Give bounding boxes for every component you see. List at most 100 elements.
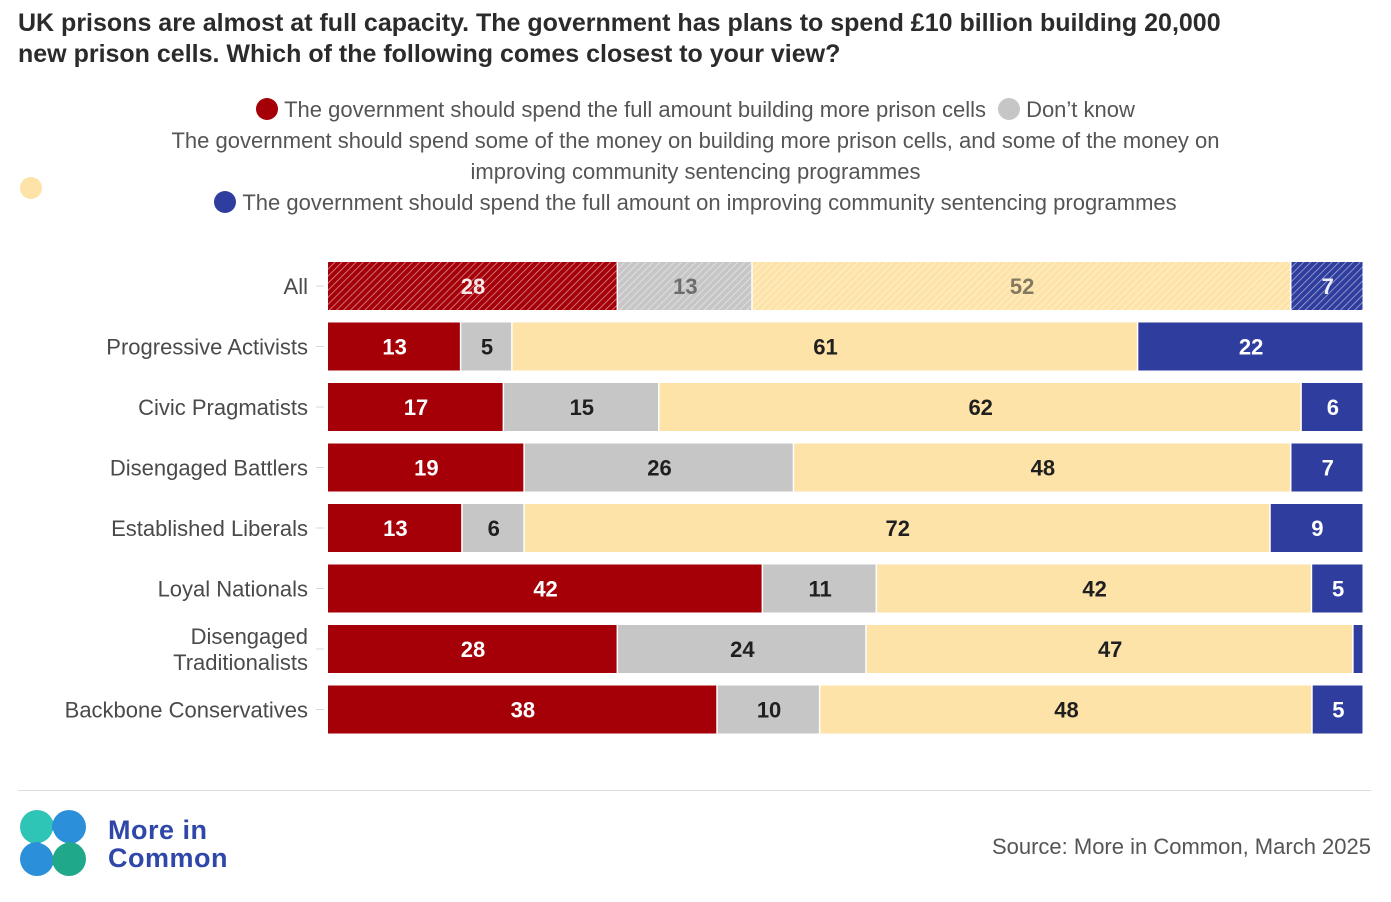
bar-segment-group: 6 [462,504,524,552]
bar-segment [328,504,462,552]
data-label: 5 [1332,698,1344,723]
bar-segment-group: 22 [1138,322,1363,371]
legend-swatch-dont-know [998,98,1021,120]
bar-segment-group: 6 [1301,383,1363,431]
bar-row-progressive-activists: Progressive Activists 13 5 61 22 [106,322,1363,371]
category-label: Civic Pragmatists [138,395,308,420]
bar-segment [328,625,617,673]
bar-segment-group: 5 [1312,685,1363,734]
bar-segment-group: 26 [524,443,793,492]
bar-segment-hatch [752,262,1290,310]
data-label: 9 [1311,516,1323,541]
bar-segment-group: 28 [328,262,617,310]
data-label: 47 [1098,637,1122,662]
bar-segment [618,625,866,673]
bar-segment [1312,685,1363,734]
data-label: 13 [382,335,406,360]
source-note: Source: More in Common, March 2025 [991,834,1371,859]
legend-label-full-community: The government should spend the full amo… [242,190,1177,215]
bar-segment-group: 48 [794,443,1290,492]
more-in-common-logo [20,810,86,876]
category-label: Disengaged Battlers [110,456,308,481]
bar-segment-group: 48 [820,685,1312,734]
bar-segment-group: 13 [328,322,460,371]
bar-segment-group: 28 [328,625,617,673]
data-label: 22 [1239,335,1263,360]
bars-layer: All 28 13 52 7 Progressive Activists 13 5 61 22 Ci… [65,262,1363,734]
data-label: 62 [968,395,992,420]
legend-swatch-some-each [20,177,42,199]
bar-segment [763,564,876,613]
data-label: 6 [1327,395,1339,420]
data-label: 38 [511,698,535,723]
data-label: 26 [647,456,671,481]
data-label: 11 [808,577,831,602]
bar-segment [1301,383,1363,431]
bar-segment-group: 24 [618,625,866,673]
bar-segment [524,504,1270,552]
bar-segment-group: 7 [1291,262,1363,310]
bar-segment [1138,322,1363,371]
bar-segment-hatch [1291,262,1363,310]
bar-segment-group: 47 [866,625,1353,673]
bar-segment-group: 17 [328,383,503,431]
data-label: 5 [1332,577,1344,602]
bar-segment-group: 5 [461,322,512,371]
bar-segment [461,322,512,371]
data-label: 15 [570,395,594,420]
data-label: 28 [461,274,485,299]
legend-label-dont-know: Don’t know [1026,97,1135,122]
legend-swatch-full-community [214,191,237,213]
bar-row-backbone-conservatives: Backbone Conservatives 38 10 48 5 [65,685,1363,734]
bar-segment-group: 5 [1312,564,1363,613]
legend-item-dont-know: Don’t know [998,94,1135,125]
data-label: 10 [757,698,781,723]
bar-segment [1353,625,1363,673]
bar-segment [524,443,793,492]
chart-title: UK prisons are almost at full capacity. … [18,9,1221,68]
bar-segment [328,443,524,492]
bar-segment-group: 52 [752,262,1290,310]
bar-segment [1312,564,1363,613]
bar-segment-group [1353,625,1363,673]
bar-segment-group: 72 [524,504,1270,552]
data-label: 61 [813,335,837,360]
bar-segment [717,685,819,734]
data-label: 13 [673,274,697,299]
bar-segment [462,504,524,552]
bar-row-disengaged-traditionalists: Disengaged Traditionalists 28 24 47 [173,624,1363,675]
bar-segment-group: 19 [328,443,524,492]
bar-segment-group: 42 [877,564,1311,613]
data-label: 72 [886,516,910,541]
legend-label-full-cells: The government should spend the full amo… [284,97,987,122]
legend-item-full-community: The government should spend the full amo… [214,187,1177,218]
category-label: Loyal Nationals [158,577,308,602]
bar-row-established-liberals: Established Liberals 13 6 72 9 [111,504,1363,552]
data-label: 42 [533,577,557,602]
legend-label-some-each: The government should spend some of the … [171,128,1220,184]
bar-segment-group: 11 [763,564,876,613]
data-label: 7 [1322,274,1334,299]
stacked-bar-chart: All 28 13 52 7 Progressive Activists 13 5 61 22 Ci… [65,262,1363,734]
bar-segment-group: 13 [618,262,752,310]
bar-segment-group: 61 [512,322,1137,371]
category-label: Progressive Activists [106,335,308,360]
legend: The government should spend the full amo… [18,94,1373,218]
data-label: 28 [461,637,485,662]
bar-segment [328,564,762,613]
bar-segment [659,383,1301,431]
category-label: Disengaged Traditionalists [173,624,308,675]
bar-segment [877,564,1311,613]
bar-segment [820,685,1312,734]
data-label: 42 [1082,577,1106,602]
bar-segment-hatch [618,262,752,310]
data-label: 19 [414,456,438,481]
data-label: 6 [488,516,500,541]
data-label: 48 [1054,698,1078,723]
bar-segment [1270,504,1363,552]
bar-row-civic-pragmatists: Civic Pragmatists 17 15 62 6 [138,383,1363,431]
category-label: All [284,274,308,299]
legend-swatch-full-cells [256,98,279,120]
footer-divider [18,790,1371,791]
bar-segment [328,383,503,431]
